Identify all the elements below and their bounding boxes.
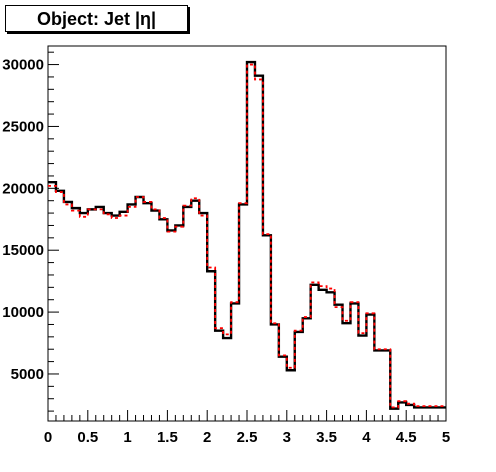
x-tick-label: 2 <box>203 429 211 446</box>
y-tick-label: 30000 <box>2 57 44 74</box>
x-tick-label: 0.5 <box>77 429 98 446</box>
x-tick-label: 2.5 <box>237 429 258 446</box>
x-tick-label: 1.5 <box>157 429 178 446</box>
x-tick-label: 4 <box>362 429 371 446</box>
x-tick-label: 3.5 <box>316 429 337 446</box>
y-tick-label: 25000 <box>2 118 44 135</box>
y-tick-label: 10000 <box>2 304 44 321</box>
x-tick-label: 4.5 <box>396 429 417 446</box>
chart-title-box: Object: Jet |η| <box>5 5 188 32</box>
x-tick-label: 0 <box>44 429 52 446</box>
chart-title: Object: Jet |η| <box>36 9 157 29</box>
y-tick-label: 5000 <box>11 366 44 383</box>
x-tick-label: 1 <box>123 429 131 446</box>
series-layer <box>48 60 446 410</box>
x-tick-label: 5 <box>442 429 450 446</box>
x-tick-label: 3 <box>283 429 291 446</box>
series-2-line <box>48 63 446 409</box>
axis-layer: 0 0.5 1 1.5 2 2.5 3 3.5 4 4.5 5 5000 10000 15000 20000… <box>2 51 450 446</box>
y-tick-label: 20000 <box>2 180 44 197</box>
series-1-line <box>48 60 446 410</box>
y-tick-label: 15000 <box>2 242 44 259</box>
